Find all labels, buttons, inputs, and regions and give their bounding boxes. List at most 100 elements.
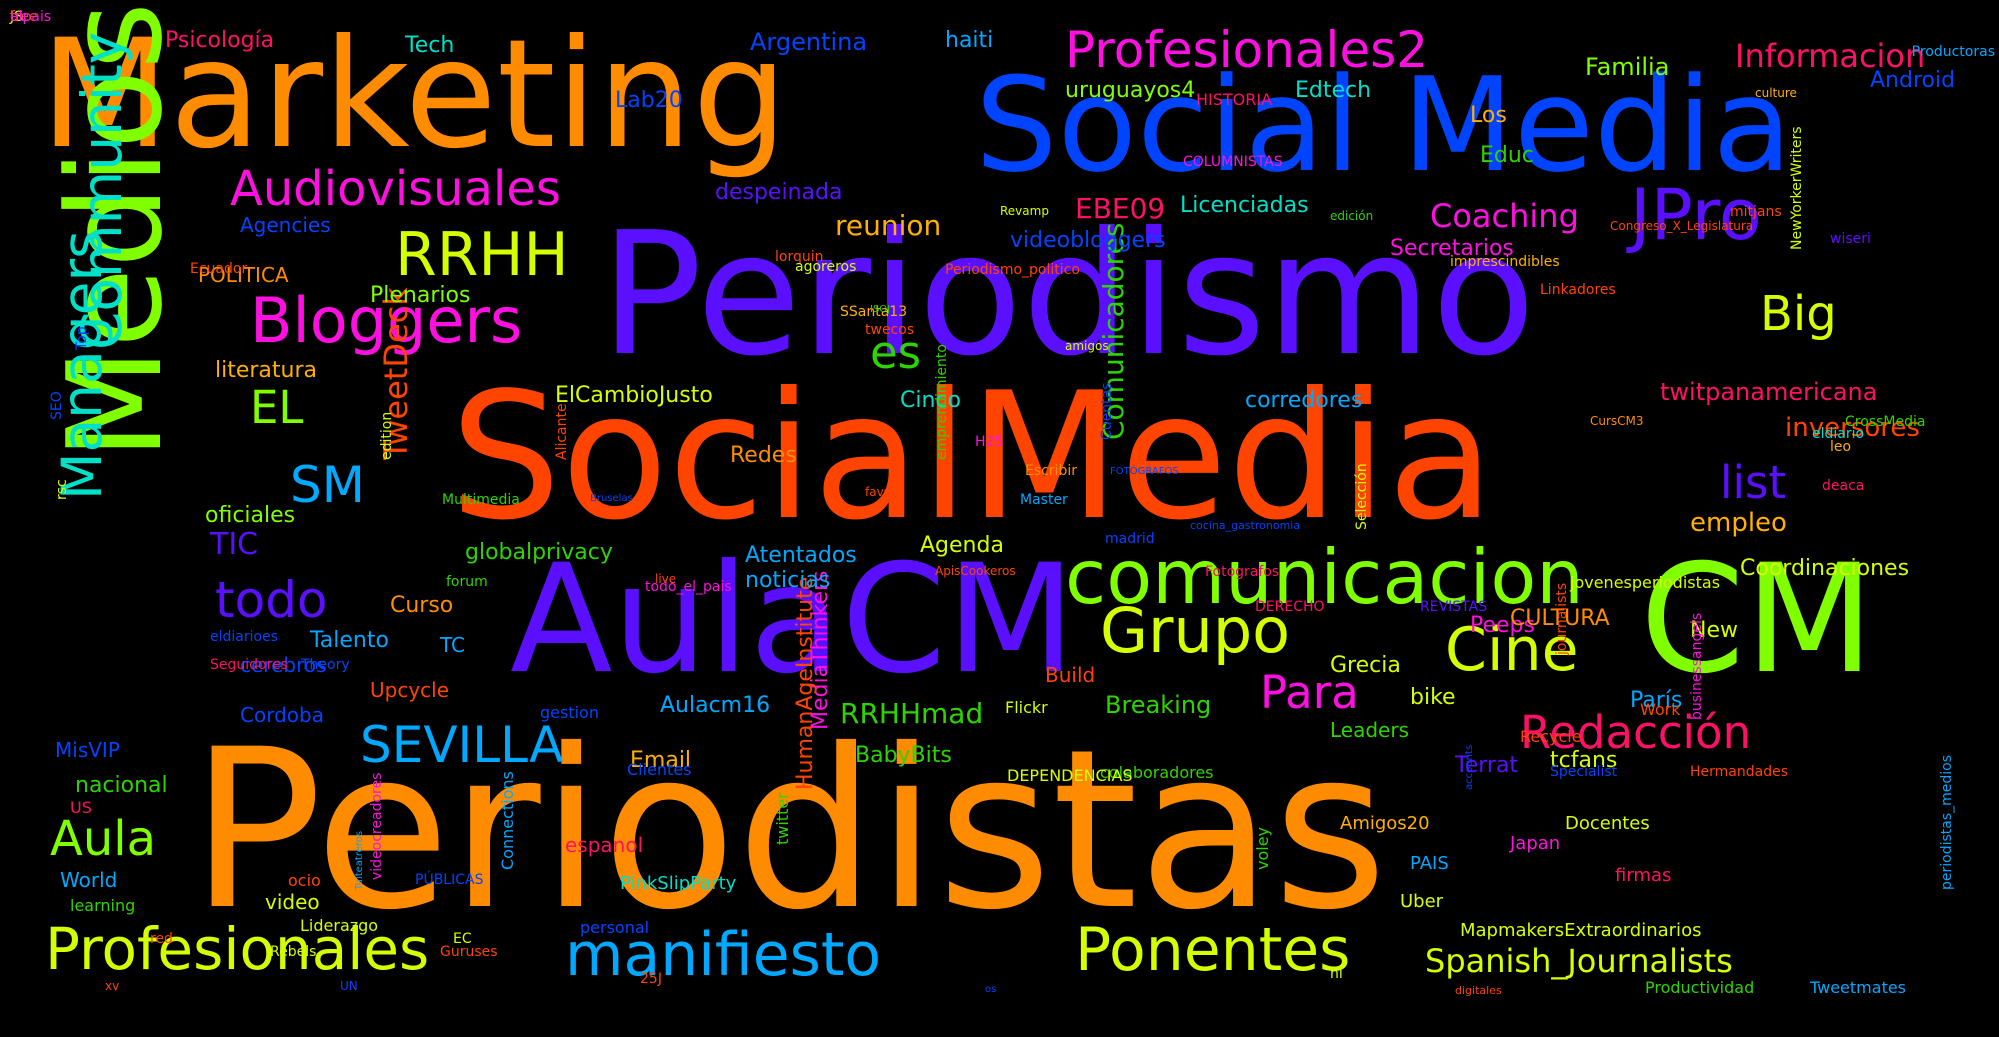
- word-62: Agencies: [240, 213, 331, 237]
- word-185: accounts: [1464, 744, 1475, 790]
- word-39: RRHHmad: [840, 697, 984, 730]
- word-48: despeinada: [715, 180, 843, 205]
- word-101: Amigos20: [1340, 813, 1430, 834]
- word-77: Talento: [310, 628, 389, 653]
- word-79: cerebros: [240, 653, 327, 677]
- word-30: SM: [290, 456, 365, 514]
- word-201: Cuentas: [1099, 382, 1115, 441]
- word-122: DEPENDENCIAS: [1007, 766, 1133, 785]
- word-84: Grecia: [1330, 653, 1401, 678]
- word-72: Atentados: [745, 543, 857, 568]
- word-125: Flickr: [1005, 698, 1048, 717]
- word-113: ocio: [288, 871, 321, 890]
- word-190: Selección: [1354, 463, 1370, 530]
- word-126: gestion: [540, 703, 599, 722]
- word-26: Big: [1760, 286, 1837, 342]
- word-178: Bruselas: [590, 493, 633, 504]
- word-130: DERECHO: [1255, 599, 1325, 615]
- word-21: Profesionales2: [1065, 21, 1429, 79]
- word-5: Social Media: [975, 49, 1793, 201]
- word-50: Secretarios: [1390, 236, 1514, 261]
- word-46: twitpanamericana: [1660, 378, 1878, 406]
- word-131: REVISTAS: [1420, 599, 1488, 615]
- word-150: ISOJ: [870, 304, 891, 315]
- word-38: HumanAgeInstitute: [793, 576, 818, 790]
- word-197: rsc: [54, 479, 70, 500]
- word-176: cocina_gastronomia: [1190, 519, 1301, 532]
- word-14: Cine: [1445, 615, 1579, 685]
- word-20: Audiovisuales: [230, 161, 561, 217]
- word-51: Familia: [1585, 53, 1670, 81]
- word-68: corredores: [1245, 388, 1363, 413]
- word-182: Connections: [498, 771, 517, 870]
- word-183: twitter: [773, 792, 792, 845]
- word-88: New: [1690, 618, 1738, 643]
- word-99: espanol: [565, 833, 644, 857]
- word-1: Periodistas: [190, 702, 1388, 958]
- word-115: EC: [453, 931, 472, 947]
- word-155: Periodismo_politico: [945, 262, 1080, 278]
- word-159: HISTORIA: [1196, 90, 1273, 109]
- word-181: particulares: [211, 777, 227, 860]
- word-106: MapmakersExtraordinarios: [1460, 920, 1702, 941]
- word-90: tcfans: [1550, 748, 1618, 773]
- word-27: Para: [1260, 666, 1359, 719]
- word-108: Tweetmates: [1810, 978, 1907, 997]
- word-87: París: [1630, 688, 1683, 713]
- word-80: Upcycle: [370, 678, 450, 702]
- word-42: Breaking: [1105, 691, 1212, 719]
- word-146: amigos: [1065, 339, 1109, 353]
- word-167: Rebels: [270, 944, 317, 960]
- word-192: emprendimiento: [934, 344, 950, 460]
- word-147: H25: [975, 434, 1004, 450]
- word-67: Cinco: [900, 388, 961, 413]
- word-49: videobloggers: [1010, 228, 1166, 253]
- word-180: videocreadores: [369, 772, 385, 880]
- word-152: Linkadores: [1540, 282, 1616, 298]
- word-189: NewYorkerWriters: [1789, 126, 1805, 250]
- word-97: World: [60, 868, 118, 892]
- word-195: SEO: [49, 391, 65, 420]
- word-186: tn: [10, 9, 25, 25]
- word-111: learning: [70, 896, 136, 915]
- word-34: Coaching: [1430, 197, 1579, 235]
- word-109: PinkSlipParty: [620, 873, 737, 894]
- word-18: Bloggers: [250, 284, 523, 357]
- word-135: madrid: [1105, 531, 1155, 547]
- word-194: periodistas_medios: [1939, 754, 1955, 890]
- word-75: Coordinaciones: [1740, 556, 1910, 581]
- word-168: Guruses: [440, 944, 498, 960]
- word-153: lorquin: [775, 249, 824, 265]
- word-173: os: [985, 984, 997, 995]
- word-144: deaca: [1822, 478, 1865, 494]
- word-145: CrossMedia: [1845, 414, 1926, 430]
- word-25: Aula: [50, 811, 157, 867]
- word-164: mitjans: [1730, 204, 1782, 220]
- word-191: Alicante: [554, 403, 570, 460]
- word-24: todo: [215, 571, 328, 629]
- word-157: edición: [1330, 209, 1374, 223]
- word-54: Los: [1470, 103, 1507, 128]
- word-102: Japan: [1510, 833, 1561, 854]
- word-154: Ecuador: [190, 261, 248, 277]
- word-85: CULTURA: [1510, 606, 1610, 631]
- word-15: Ponentes: [1075, 915, 1351, 985]
- word-112: personal: [580, 918, 650, 937]
- word-165: Revamp: [1000, 204, 1049, 218]
- word-133: forum: [446, 574, 488, 590]
- word-73: noticias: [745, 568, 831, 593]
- word-74: Agenda: [920, 533, 1004, 558]
- word-139: Fotografos: [1205, 564, 1280, 580]
- word-52: uruguayos4: [1065, 78, 1196, 103]
- word-188: journalists: [1554, 582, 1570, 655]
- word-22: SEVILLA: [360, 716, 564, 774]
- word-7: AulaCM: [510, 533, 1076, 707]
- word-53: Edtech: [1295, 78, 1372, 103]
- word-8: CM: [1640, 533, 1875, 707]
- word-57: haiti: [945, 28, 994, 53]
- word-174: digitales: [1455, 984, 1502, 997]
- word-28: es: [870, 326, 922, 379]
- word-198: free: [10, 9, 38, 25]
- word-4: Marketing: [40, 8, 788, 182]
